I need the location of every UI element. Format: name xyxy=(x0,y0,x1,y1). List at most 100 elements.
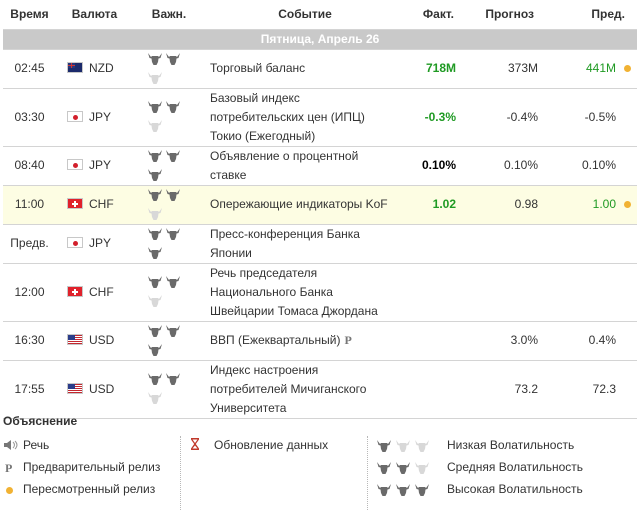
bull-icon xyxy=(148,343,162,356)
bull-icon xyxy=(148,324,162,337)
event-name[interactable]: Объявление о процентной ставке xyxy=(205,146,405,186)
legend-label-speech: Речь xyxy=(23,438,50,452)
event-previous: 0.10% xyxy=(542,146,637,186)
bull-icon xyxy=(396,483,410,496)
currency-code: JPY xyxy=(89,109,112,124)
event-actual: -0.3% xyxy=(405,88,460,147)
header-actual[interactable]: Факт. xyxy=(405,0,460,30)
header-forecast[interactable]: Прогноз xyxy=(460,0,542,30)
event-importance xyxy=(133,224,205,264)
bull-icon xyxy=(166,324,180,337)
header-currency[interactable]: Валюта xyxy=(56,0,133,30)
header-importance[interactable]: Важн. xyxy=(133,0,205,30)
event-line: Пресс-конференция Банка xyxy=(210,226,360,241)
hourglass-icon xyxy=(190,437,214,455)
event-currency: CHF xyxy=(56,263,133,322)
event-actual xyxy=(405,224,460,264)
event-currency: JPY xyxy=(56,146,133,186)
switzerland-flag-icon xyxy=(67,285,83,297)
bull-icon xyxy=(166,276,180,288)
event-name[interactable]: Базовый индекс потребительских цен (ИПЦ) Т… xyxy=(205,88,405,147)
high-volatility-icon xyxy=(377,481,447,499)
header-time[interactable]: Время xyxy=(3,0,56,30)
bull-icon xyxy=(148,246,162,259)
event-line: потребителей Мичиганского xyxy=(210,381,367,396)
event-previous xyxy=(542,224,637,264)
bull-icon xyxy=(166,149,180,162)
event-importance xyxy=(133,185,205,225)
preliminary-icon: P xyxy=(3,459,23,477)
table-row[interactable]: 02:45 NZD Торговый баланс 718M 373M 441M xyxy=(3,49,637,89)
medium-volatility-icon xyxy=(377,459,447,477)
event-name[interactable]: Торговый баланс xyxy=(205,49,405,89)
usa-flag-icon xyxy=(67,334,83,345)
bull-icon xyxy=(166,373,180,385)
legend-label-preliminary: Предварительный релиз xyxy=(23,460,161,474)
currency-code: USD xyxy=(89,333,115,347)
legend-column-1: Речь P Предварительный релиз Пересмотренн… xyxy=(3,436,180,510)
bull-icon xyxy=(148,101,162,113)
actual-value: 1.02 xyxy=(432,197,456,211)
event-currency: USD xyxy=(56,321,133,361)
japan-flag-icon xyxy=(67,159,83,170)
previous-value: -0.5% xyxy=(584,109,616,124)
bull-icon xyxy=(166,188,180,201)
event-time: 03:30 xyxy=(3,88,56,147)
currency-code: USD xyxy=(89,381,115,396)
legend-item-speech: Речь xyxy=(3,436,180,458)
bull-icon xyxy=(148,276,162,288)
legend-label-data-update: Обновление данных xyxy=(214,438,329,452)
event-importance xyxy=(133,88,205,147)
event-line: Университета xyxy=(210,400,287,415)
low-volatility-icon xyxy=(377,437,447,455)
bull-icon xyxy=(377,483,391,496)
event-currency: CHF xyxy=(56,185,133,225)
bull-icon xyxy=(148,373,162,385)
event-actual: 1.02 xyxy=(405,185,460,225)
event-name[interactable]: ВВП (Ежеквартальный) P xyxy=(205,321,405,361)
preliminary-badge: P xyxy=(344,333,352,347)
event-importance xyxy=(133,321,205,361)
event-currency: NZD xyxy=(56,49,133,89)
previous-value: 72.3 xyxy=(592,381,616,396)
table-row[interactable]: Предв. JPY Пресс-конференция Банка Японии xyxy=(3,224,637,264)
bull-icon xyxy=(148,295,162,307)
legend-column-2: Обновление данных xyxy=(180,436,367,510)
table-row[interactable]: 17:55 USD Индекс настроения потребителей Ми… xyxy=(3,360,637,419)
bull-icon xyxy=(396,461,410,474)
table-row[interactable]: 12:00 CHF Речь председателя Национального Б… xyxy=(3,263,637,322)
event-name[interactable]: Опережающие индикаторы KoF xyxy=(205,185,405,225)
event-forecast xyxy=(460,263,542,322)
event-name[interactable]: Пресс-конференция Банка Японии xyxy=(205,224,405,264)
event-time: 17:55 xyxy=(3,360,56,419)
previous-value: 0.4% xyxy=(588,333,616,347)
event-time: 16:30 xyxy=(3,321,56,361)
event-forecast: -0.4% xyxy=(460,88,542,147)
currency-code: NZD xyxy=(89,61,114,75)
bull-icon xyxy=(148,149,162,162)
event-line: Базовый индекс xyxy=(210,90,300,105)
legend-item-preliminary: P Предварительный релиз xyxy=(3,458,180,480)
table-row[interactable]: 16:30 USD ВВП (Ежеквартальный) P 3.0% 0.4% xyxy=(3,321,637,361)
event-previous: -0.5% xyxy=(542,88,637,147)
event-name[interactable]: Речь председателя Национального Банка Швей… xyxy=(205,263,405,322)
event-forecast xyxy=(460,224,542,264)
event-actual xyxy=(405,321,460,361)
date-row: Пятница, Апрель 26 xyxy=(3,29,637,50)
table-row[interactable]: 11:00 CHF Опережающие индикаторы KoF 1.02 0.… xyxy=(3,185,637,225)
currency-code: CHF xyxy=(89,197,114,211)
event-forecast: 73.2 xyxy=(460,360,542,419)
event-name[interactable]: Индекс настроения потребителей Мичиганско… xyxy=(205,360,405,419)
table-row[interactable]: 03:30 JPY Базовый индекс потребительских це… xyxy=(3,88,637,147)
header-previous[interactable]: Пред. xyxy=(542,0,637,30)
header-event[interactable]: Событие xyxy=(205,0,405,30)
japan-flag-icon xyxy=(67,237,83,248)
bull-icon xyxy=(148,168,162,181)
event-line: Национального Банка xyxy=(210,284,333,299)
previous-value: 1.00 xyxy=(592,197,616,211)
previous-value: 0.10% xyxy=(581,158,616,172)
table-row[interactable]: 08:40 JPY Объявление о процентной ставке 0.1… xyxy=(3,146,637,186)
event-line: ставке xyxy=(210,167,247,182)
bull-icon xyxy=(166,52,180,65)
revised-dot-icon xyxy=(624,65,631,72)
